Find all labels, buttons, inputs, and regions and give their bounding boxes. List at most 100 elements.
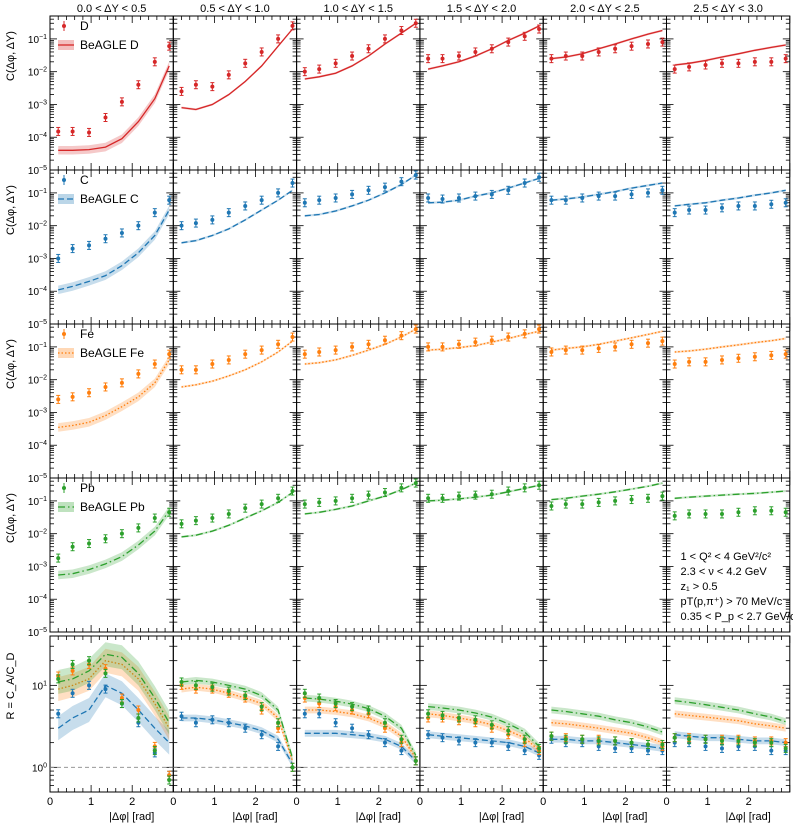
data-Pb-marker (193, 518, 198, 523)
data-Fe-marker (719, 357, 724, 362)
data-Fe-marker (226, 357, 231, 362)
ratio-data-Pb-point (167, 775, 172, 785)
data-C-marker (522, 181, 527, 186)
legend-data-label: C (80, 173, 89, 187)
model-curve-C (181, 189, 293, 244)
data-C-point (70, 244, 75, 254)
ratio-data-Pb-marker (350, 704, 355, 709)
data-Fe-marker (87, 390, 92, 395)
data-Pb-marker (119, 531, 124, 536)
ratio-data-Pb-marker (333, 701, 338, 706)
x-tick-label: 0 (540, 796, 546, 808)
y-tick-label: 10−3 (28, 99, 47, 111)
x-tick-label: 1 (581, 796, 587, 808)
ratio-data-Pb-marker (426, 711, 431, 716)
x-axis-label: |Δφ| [rad] (109, 811, 154, 823)
y-axis-label: C(Δφ, ΔY) (5, 493, 17, 543)
data-D-point (563, 51, 568, 61)
ratio-data-Pb-point (56, 674, 61, 684)
data-D-point (333, 58, 338, 68)
ratio-data-Pb-point (193, 680, 198, 690)
data-C-marker (226, 210, 231, 215)
data-Pb-marker (719, 511, 724, 516)
ratio-model-band (551, 706, 663, 736)
column-header: 0.0 < ΔY < 0.5 (77, 3, 147, 15)
ratio-data-Pb-marker (243, 693, 248, 698)
ratio-data-Pb-marker (537, 746, 542, 751)
y-axis-label: C(Δφ, ΔY) (5, 31, 17, 81)
data-C-point (629, 189, 634, 199)
data-Pb-point (456, 491, 461, 501)
data-D-marker (563, 54, 568, 59)
y-tick-label: 10−1 (28, 496, 47, 508)
data-D-marker (382, 36, 387, 41)
x-tick-label: 0 (170, 796, 176, 808)
ratio-model-curve-Pb (181, 679, 294, 759)
y-tick-label: 10−2 (28, 529, 47, 541)
data-Pb-point (70, 542, 75, 552)
model-curve-Pb (428, 484, 540, 502)
ratio-data-C-point (366, 730, 371, 740)
ratio-data-C-point (440, 733, 445, 743)
x-tick-label: 2 (129, 796, 135, 808)
data-Fe-point (646, 338, 651, 348)
y-tick-label: 10−1 (28, 342, 47, 354)
y-tick-label: 10−5 (28, 319, 47, 331)
ratio-data-C-point (506, 741, 511, 751)
data-C-point (152, 208, 157, 218)
data-Fe-marker (333, 348, 338, 353)
ratio-data-C-marker (473, 740, 478, 745)
panel-frame (296, 323, 421, 479)
data-Fe-point (290, 332, 295, 342)
data-D-point (580, 51, 585, 61)
ratio-data-Pb-marker (276, 720, 281, 725)
y-tick-label: 10−2 (28, 375, 47, 387)
data-Pb-point (687, 509, 692, 519)
data-Pb-marker (226, 511, 231, 516)
data-C-point (489, 189, 494, 199)
data-D-marker (413, 21, 418, 26)
data-D-point (243, 58, 248, 68)
data-Fe-point (399, 331, 404, 341)
data-D-marker (56, 129, 61, 134)
data-D-marker (489, 46, 494, 51)
data-Pb-point (549, 501, 554, 511)
data-C-marker (456, 195, 461, 200)
ratio-data-C-point (243, 723, 248, 733)
data-D-point (152, 57, 157, 67)
ratio-model-curve-Pb (428, 705, 540, 747)
model-band (58, 355, 170, 432)
model-curve-C (428, 177, 540, 204)
data-D-point (660, 37, 665, 47)
data-Pb-point (719, 509, 724, 519)
data-Pb-point (473, 490, 478, 500)
data-Fe-marker (522, 331, 527, 336)
data-C-marker (210, 217, 215, 222)
ratio-model-curve-C (57, 684, 170, 744)
model-curve-D (674, 44, 786, 66)
x-tick-label: 2 (499, 796, 505, 808)
data-C-marker (259, 198, 264, 203)
data-D-marker (366, 46, 371, 51)
data-Pb-point (243, 503, 248, 513)
data-Pb-marker (563, 502, 568, 507)
x-tick-label: 0 (417, 796, 423, 808)
data-Pb-point (317, 497, 322, 507)
data-C-point (580, 193, 585, 203)
ratio-data-Pb-point (506, 726, 511, 736)
data-D-point (136, 80, 141, 90)
column-header: 2.0 < ΔY < 2.5 (570, 3, 640, 15)
ratio-model-band (551, 719, 663, 746)
data-Pb-point (537, 480, 542, 490)
data-Fe-marker (596, 346, 601, 351)
data-D-point (703, 60, 708, 70)
data-C-point (687, 205, 692, 215)
y-tick-label: 10−2 (28, 221, 47, 233)
model-band (674, 189, 786, 207)
ratio-data-C-marker (440, 735, 445, 740)
data-D-point (613, 44, 618, 54)
model-curve-C (674, 189, 786, 207)
ratio-data-Pb-marker (413, 758, 418, 763)
data-D-marker (193, 82, 198, 87)
data-Fe-point (660, 336, 665, 346)
